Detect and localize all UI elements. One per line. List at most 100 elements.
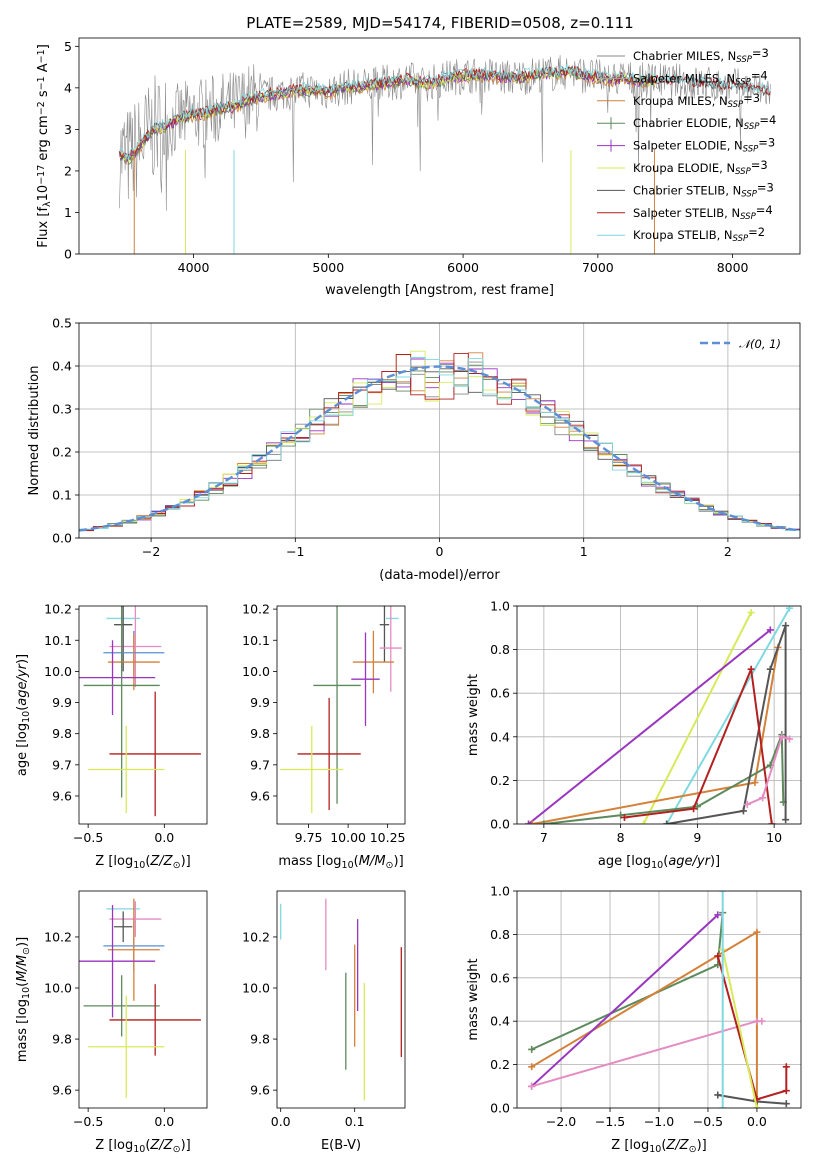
label-part: λ [42, 201, 53, 207]
legend-sub: SSP [740, 212, 756, 222]
legend-sub: SSP [736, 55, 752, 65]
histogram-step [79, 358, 800, 531]
axes-frame [78, 37, 801, 255]
errorbar-point [280, 725, 344, 814]
errorbar-point [79, 905, 156, 1018]
axes-frame [276, 890, 406, 1109]
legend-value: =3 [743, 91, 760, 105]
errorbar-point [114, 606, 133, 672]
y-tick-label: 0.6 [490, 970, 510, 985]
label-part: Z/Z [149, 1138, 173, 1153]
label-part: ( [145, 854, 150, 869]
axes-frame [78, 890, 208, 1109]
mass-weight-marker [747, 609, 755, 617]
label-part: −2 [36, 101, 47, 115]
mass-weight-series [640, 609, 755, 824]
label-part: ( [145, 1138, 150, 1153]
y-tick-label: 0.0 [490, 1101, 510, 1116]
mass-weight-marker [766, 626, 774, 634]
legend-label: Salpeter ELODIE, NSSP=3 [633, 136, 775, 155]
legend-sub: SSP [728, 100, 744, 110]
legend-text: Salpeter STELIB, N [633, 206, 740, 220]
legend-label: Kroupa MILES, NSSP=3 [633, 91, 760, 110]
y-tick-label: 9.7 [52, 757, 72, 772]
mass-weight-marker [743, 800, 751, 808]
legend-label: Chabrier STELIB, NSSP=3 [633, 180, 774, 199]
residuals-plot-area [79, 350, 800, 532]
y-tick-label: 9.6 [250, 1083, 270, 1098]
x-tick-label: 10.00 [330, 830, 366, 845]
mass-weight-marker [753, 928, 761, 936]
x-tick-label: 6000 [447, 260, 479, 275]
mass-weight-series [540, 731, 787, 824]
x-tick-label: −1.0 [644, 1114, 674, 1129]
x-tick-label: 5000 [312, 260, 344, 275]
x-tick-label: −1.5 [595, 1114, 625, 1129]
y-tick-label: 2 [64, 163, 72, 178]
y-tick-label: 0.4 [490, 729, 510, 744]
y-tick-label: 0.8 [490, 642, 510, 657]
label-part: )] [15, 937, 30, 947]
mass-weight-marker [540, 820, 548, 824]
y-tick-label: 9.8 [250, 1032, 270, 1047]
spectrum-plot-area [119, 55, 771, 254]
mass-weight-marker [719, 1104, 727, 1108]
mass-weight-marker [528, 1045, 536, 1053]
y-tick-label: 9.6 [52, 788, 72, 803]
histogram-step [79, 353, 800, 531]
age_vs_Z-panel: −0.5 0.09.69.79.89.910.010.110.2Z [log10(… [15, 602, 208, 871]
y-axis-label: age [log10(age/yr)] [15, 654, 32, 776]
label-part: erg cm [36, 115, 51, 164]
label-part: ⊙ [21, 947, 32, 955]
legend-text: Salpeter ELODIE, N [633, 139, 743, 153]
errorbar-point [351, 632, 380, 726]
legend-value: =3 [751, 158, 768, 172]
label-part: 10 [21, 711, 32, 723]
mass-weight-marker [753, 1104, 761, 1108]
residuals-panel: −2 −1 0 1 2 0.0 0.1 0.2 0.3 0.4 0.5 𝒩(0, 1) (data-mo… [27, 316, 801, 583]
label-part: Z [log [611, 1138, 649, 1153]
y-tick-label: 0.8 [490, 927, 510, 942]
y-tick-label: 1.0 [490, 599, 510, 614]
label-part: mass [log [15, 999, 30, 1062]
label-part: 10 [649, 1144, 661, 1155]
mass-weight-series [714, 952, 790, 1103]
errorbar-point [109, 901, 162, 937]
mass-weight-marker [758, 1017, 766, 1025]
age_vs_Z-plot-area [79, 606, 201, 817]
label-part: mass [log [278, 854, 341, 869]
mass-weight-marker [785, 735, 793, 743]
y-tick-label: 10.2 [242, 602, 270, 617]
label-part: ( [15, 982, 30, 987]
errorbar-point [379, 606, 402, 692]
mass-weight-marker [690, 805, 698, 813]
mass-weight-marker [785, 606, 793, 612]
mass-weight-marker [528, 1082, 536, 1090]
label-part: )] [697, 1138, 707, 1153]
x-tick-label: 9.75 [295, 830, 323, 845]
errorbar-point [379, 606, 390, 663]
age_vs_mass-plot-area [280, 606, 402, 814]
legend-sub: SSP [744, 122, 760, 132]
mass-weight-series [719, 891, 727, 1108]
x-tick-label: 10.25 [370, 830, 406, 845]
y-tick-label: 0.4 [52, 359, 72, 374]
errorbar-point [107, 634, 160, 691]
x-tick-label: 0 [436, 544, 444, 559]
label-part: 10 [36, 185, 51, 202]
y-tick-label: 0.4 [490, 1014, 510, 1029]
label-part: M/M [359, 854, 386, 869]
legend-text: Kroupa ELODIE, N [633, 161, 735, 175]
legend-label: 𝒩(0, 1) [739, 337, 781, 351]
x-tick-label: 7 [540, 830, 548, 845]
mass-weight-series [525, 626, 774, 824]
mass-weight-marker [714, 911, 722, 919]
mass-weight-series [743, 733, 793, 808]
errorbar-point [352, 630, 394, 694]
errorbar-point [109, 691, 201, 817]
x-tick-label: 8000 [717, 260, 749, 275]
mass-weight-line [716, 955, 788, 1101]
axes-frame [276, 605, 406, 825]
mass-weight-marker [617, 811, 625, 819]
